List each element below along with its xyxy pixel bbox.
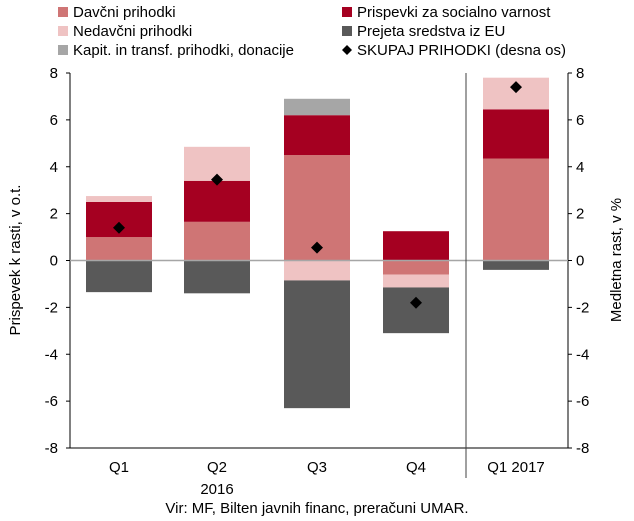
legend-label: Kapit. in transf. prihodki, donacije <box>73 42 294 59</box>
y-tick-label-right: 8 <box>576 65 584 82</box>
y-tick-label-right: 6 <box>576 112 584 129</box>
axes <box>66 72 572 478</box>
axis-labels: -8 -8 -6 -6 -4 -4 -2 -2 0 0 2 2 4 4 6 6 8 8 Q1 Q2 Q3 Q4 Q1 201… <box>45 65 590 476</box>
y-tick-label-right: -4 <box>576 346 589 363</box>
bar-segment <box>86 260 152 293</box>
y-axis-title-right: Medletna rast, v % <box>608 198 625 322</box>
y-tick-label-left: 4 <box>50 159 58 176</box>
legend-swatch <box>58 45 68 55</box>
bar-segment <box>383 231 449 261</box>
y-tick-label-right: 4 <box>576 159 584 176</box>
y-tick-label-left: -2 <box>45 299 58 316</box>
legend-swatch <box>58 26 68 36</box>
source-note: Vir: MF, Bilten javnih financ, preračuni… <box>165 500 468 517</box>
y-tick-label-right: -2 <box>576 299 589 316</box>
bar-segment <box>86 237 152 261</box>
legend-label: Prispevki za socialno varnost <box>357 4 551 21</box>
bar-segment <box>284 260 350 281</box>
bar-segment <box>284 98 350 116</box>
x-tick-label: Q1 <box>109 459 129 476</box>
bar-segment <box>284 280 350 409</box>
legend-swatch <box>342 7 352 17</box>
y-tick-label-right: -8 <box>576 440 589 457</box>
x-tick-label: Q4 <box>406 459 426 476</box>
x-tick-label: Q2 <box>207 459 227 476</box>
y-tick-label-left: 8 <box>50 65 58 82</box>
year-label: 2016 <box>200 481 233 498</box>
legend-label: SKUPAJ PRIHODKI (desna os) <box>357 42 566 59</box>
total-marker <box>510 81 522 94</box>
bar-segment <box>184 221 250 261</box>
total-marker <box>410 296 422 309</box>
bar-segment <box>383 274 449 288</box>
y-tick-label-right: -6 <box>576 393 589 410</box>
legend-label: Davčni prihodki <box>73 4 176 21</box>
bar-segment <box>483 158 549 261</box>
y-tick-label-left: -8 <box>45 440 58 457</box>
x-tick-label: Q1 2017 <box>487 459 545 476</box>
y-tick-label-left: 0 <box>50 253 58 270</box>
bar-segment <box>383 260 449 275</box>
y-tick-label-right: 2 <box>576 206 584 223</box>
bar-segment <box>483 260 549 270</box>
y-tick-label-left: -4 <box>45 346 58 363</box>
total-markers <box>113 81 522 309</box>
bar-segment <box>184 180 250 222</box>
legend-swatch-diamond <box>342 45 352 55</box>
legend-swatch <box>58 7 68 17</box>
legend-label: Prejeta sredstva iz EU <box>357 23 505 40</box>
bar-segment <box>184 260 250 294</box>
legend: Davčni prihodki Prispevki za socialno var… <box>58 4 566 59</box>
total-marker <box>113 221 125 234</box>
x-tick-label: Q3 <box>307 459 327 476</box>
y-tick-label-right: 0 <box>576 253 584 270</box>
total-marker <box>211 173 223 186</box>
y-tick-label-left: -6 <box>45 393 58 410</box>
y-tick-label-left: 6 <box>50 112 58 129</box>
total-marker <box>311 241 323 254</box>
bar-segment <box>284 115 350 156</box>
legend-swatch <box>342 26 352 36</box>
bar-segment <box>483 109 549 159</box>
y-axis-title-left: Prispevek k rasti, v o.t. <box>7 185 24 336</box>
bar-segment <box>383 287 449 334</box>
legend-label: Nedavčni prihodki <box>73 23 192 40</box>
bar-segment <box>86 196 152 202</box>
y-tick-label-left: 2 <box>50 206 58 223</box>
